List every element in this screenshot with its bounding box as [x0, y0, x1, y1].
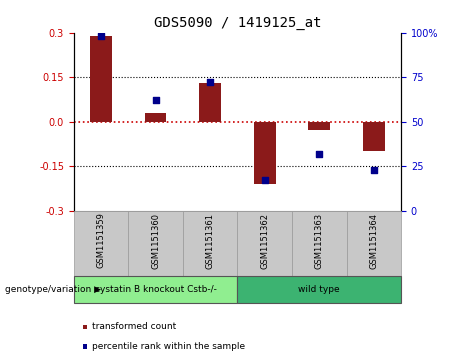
Text: genotype/variation ▶: genotype/variation ▶	[5, 285, 100, 294]
Point	[152, 97, 159, 103]
Point	[207, 79, 214, 85]
Bar	[183, 211, 237, 276]
Bar	[308, 122, 330, 131]
Point	[370, 167, 378, 172]
Point	[97, 33, 105, 39]
Bar	[74, 276, 237, 303]
Point	[261, 178, 268, 183]
Text: transformed count: transformed count	[92, 322, 176, 331]
Text: cystatin B knockout Cstb-/-: cystatin B knockout Cstb-/-	[95, 285, 217, 294]
Bar	[145, 113, 166, 122]
Bar	[363, 122, 384, 151]
Bar	[347, 211, 401, 276]
Text: percentile rank within the sample: percentile rank within the sample	[92, 342, 245, 351]
Text: GSM1151364: GSM1151364	[369, 212, 378, 269]
Point	[315, 151, 323, 156]
Bar	[237, 211, 292, 276]
Text: GSM1151360: GSM1151360	[151, 212, 160, 269]
Bar	[237, 276, 401, 303]
Text: GSM1151359: GSM1151359	[96, 212, 106, 268]
Text: GSM1151363: GSM1151363	[315, 212, 324, 269]
Title: GDS5090 / 1419125_at: GDS5090 / 1419125_at	[154, 16, 321, 30]
Text: wild type: wild type	[298, 285, 340, 294]
Bar	[74, 211, 128, 276]
Text: GSM1151361: GSM1151361	[206, 212, 215, 269]
Bar	[90, 36, 112, 122]
Text: GSM1151362: GSM1151362	[260, 212, 269, 269]
Bar	[128, 211, 183, 276]
Bar	[292, 211, 347, 276]
Bar	[254, 122, 276, 184]
Bar	[199, 83, 221, 122]
